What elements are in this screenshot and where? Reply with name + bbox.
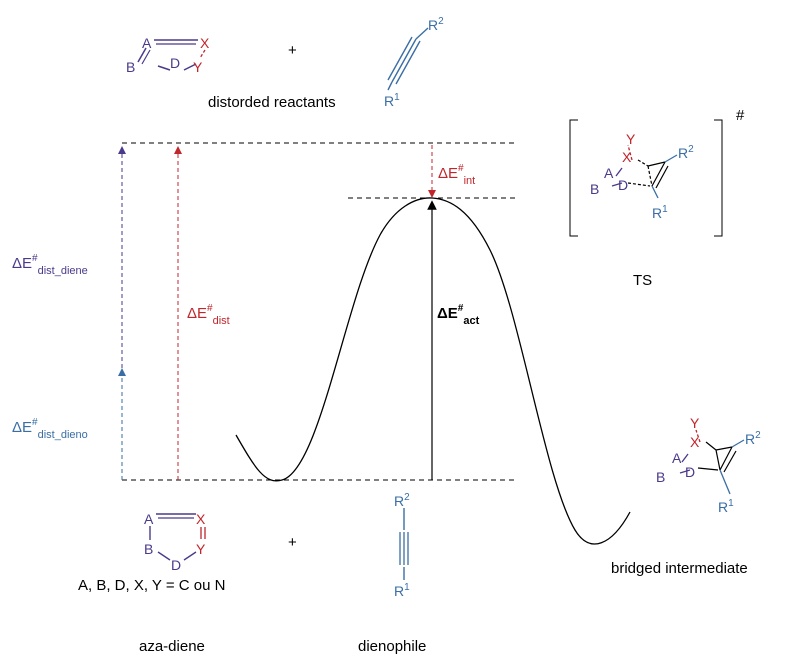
aza-diene-structure: A B D X Y [144, 511, 206, 573]
ts-r2: R2 [678, 144, 694, 161]
ts-atom-d: D [618, 177, 628, 193]
ts-atom-y: Y [626, 131, 636, 147]
delta-e-dist-diene-label: ΔE#dist_diene [12, 253, 88, 277]
intermediate-r2: R2 [745, 430, 761, 447]
dienophile-structure: R2 R1 [394, 492, 410, 599]
reaction-curve [235, 197, 631, 545]
atom-identity-formula: A, B, D, X, Y = C ou N [78, 577, 225, 594]
ts-r1: R1 [652, 204, 668, 221]
distorted-reactants-caption: distorded reactants [208, 94, 336, 111]
intermediate-atom-a: A [672, 450, 682, 466]
intermediate-atom-d: D [685, 464, 695, 480]
intermediate-r1: R1 [718, 498, 734, 515]
dienophile-r1: R1 [394, 582, 410, 599]
aza-diene-atom-y: Y [196, 541, 206, 557]
distorted-dienophile: R2 R1 [384, 16, 444, 109]
delta-e-int-label: ΔE#int [438, 163, 475, 187]
top-diene-atom-x: X [200, 35, 210, 51]
ts-atom-b: B [590, 181, 599, 197]
top-diene-atom-a: A [142, 35, 152, 51]
ts-hash: # [736, 107, 745, 124]
delta-e-dist-label: ΔE#dist [187, 303, 230, 327]
top-diene-atom-y: Y [193, 59, 203, 75]
top-dienophile-r2: R2 [428, 16, 444, 33]
top-diene-atom-d: D [170, 55, 180, 71]
delta-e-act-label: ΔE#act [437, 303, 480, 327]
ts-caption: TS [633, 272, 652, 289]
aza-diene-atom-x: X [196, 511, 206, 527]
aza-diene-atom-a: A [144, 511, 154, 527]
aza-diene-atom-d: D [171, 557, 181, 573]
ts-atom-x: X [622, 149, 632, 165]
intermediate-atom-b: B [656, 469, 665, 485]
bridged-intermediate-caption: bridged intermediate [611, 560, 748, 577]
bottom-plus: + [288, 534, 297, 551]
dienophile-r2: R2 [394, 492, 410, 509]
aza-diene-caption: aza-diene [139, 638, 205, 655]
delta-e-dist-dieno-label: ΔE#dist_dieno [12, 417, 88, 441]
distorted-diene: A B D X Y [126, 35, 210, 75]
top-plus: + [288, 42, 297, 59]
dienophile-caption: dienophile [358, 638, 426, 655]
ts-atom-a: A [604, 165, 614, 181]
intermediate-atom-y: Y [690, 415, 700, 431]
aza-diene-atom-b: B [144, 541, 153, 557]
intermediate-atom-x: X [690, 434, 700, 450]
top-diene-atom-b: B [126, 59, 135, 75]
bridged-intermediate-structure: Y X A B D R2 R1 [656, 415, 761, 515]
transition-state-structure: # Y X A B D R2 R1 [569, 107, 745, 237]
top-dienophile-r1: R1 [384, 92, 400, 109]
